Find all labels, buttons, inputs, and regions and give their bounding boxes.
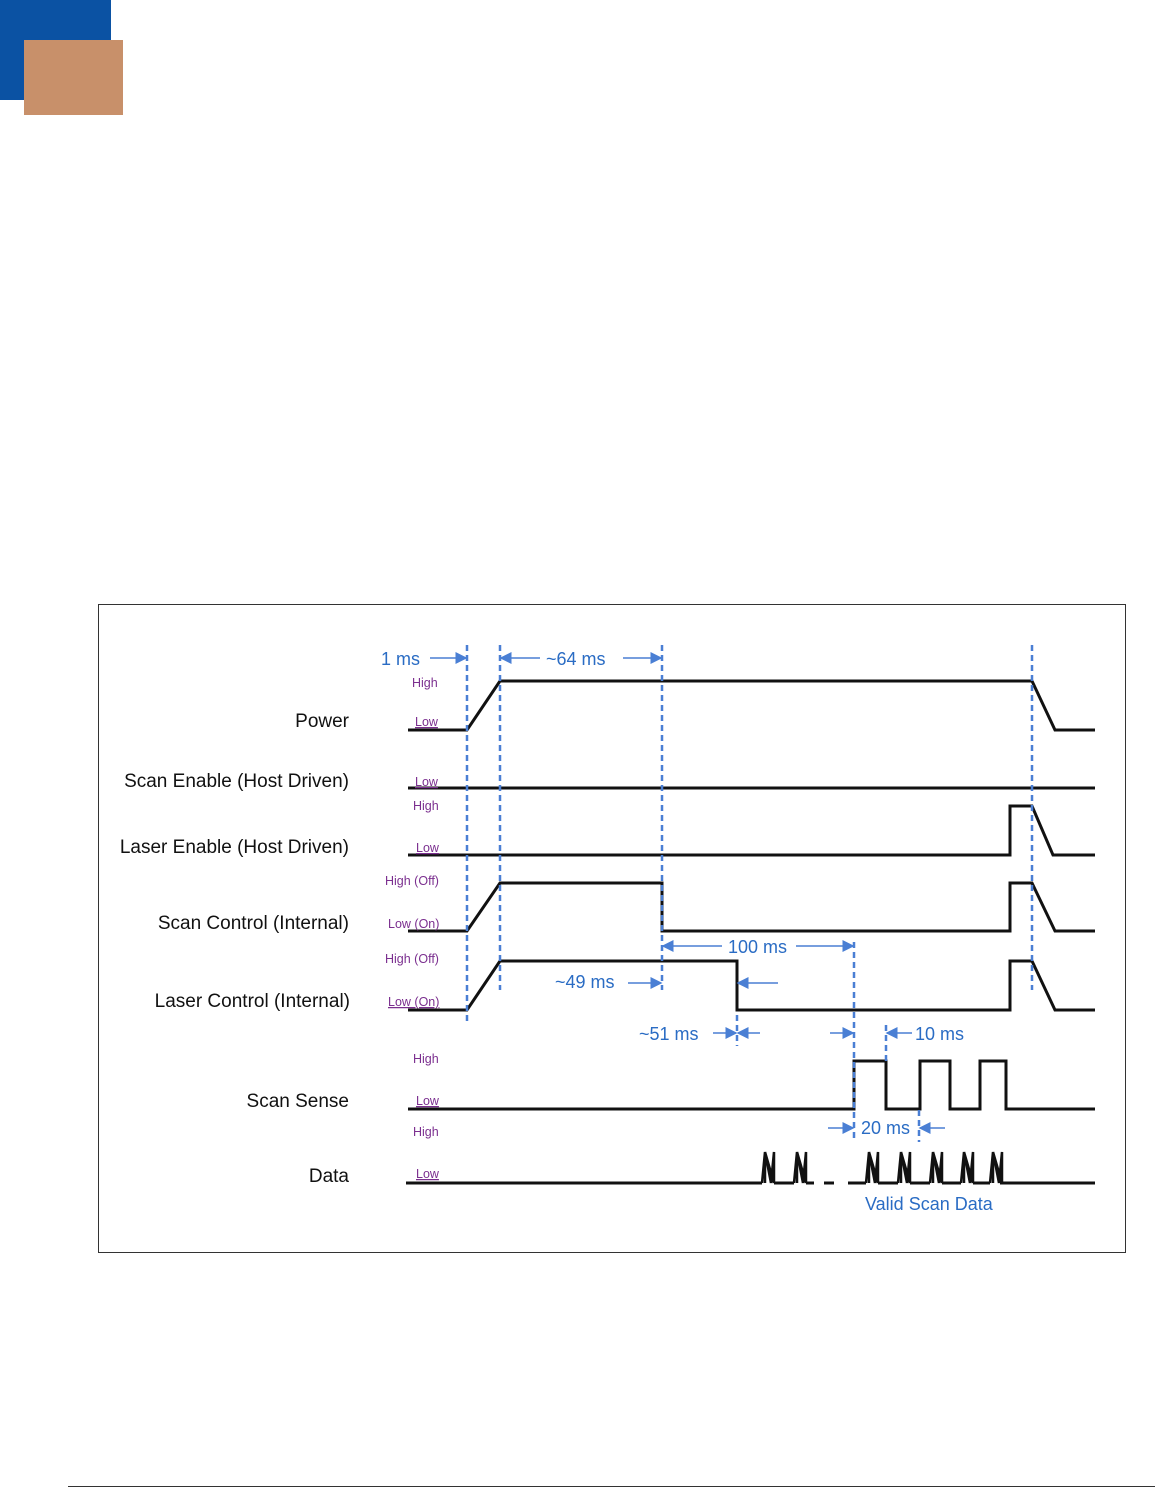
level-label: High (412, 676, 438, 690)
signal-laser-control: Laser Control (Internal) (155, 991, 350, 1012)
timing-51ms: ~51 ms (639, 1024, 699, 1044)
level-label: Low (416, 841, 440, 855)
signal-scan-enable: Scan Enable (Host Driven) (124, 771, 349, 792)
level-label: Low (415, 715, 439, 729)
timing-20ms: 20 ms (861, 1118, 910, 1138)
waveform-scan-sense (408, 1059, 1095, 1111)
data-transition-mark (896, 1151, 912, 1184)
signal-scan-sense: Scan Sense (247, 1091, 349, 1112)
timing-64ms: ~64 ms (546, 649, 606, 669)
timing-100ms: 100 ms (728, 937, 787, 957)
diagram-frame (98, 604, 1126, 1253)
timing-1ms: 1 ms (381, 649, 420, 669)
waveform-power (408, 679, 1095, 732)
level-label: Low (416, 1094, 440, 1108)
signal-power: Power (295, 711, 350, 732)
waveform-scan-control (408, 881, 1095, 933)
footer-rule (68, 1486, 1155, 1487)
level-label: Low (416, 1167, 440, 1181)
chapter-tab-tan (24, 40, 123, 115)
level-label: High (Off) (385, 952, 439, 966)
level-label: High (Off) (385, 874, 439, 888)
waveform-laser-control (408, 959, 1095, 1012)
level-label: High (413, 1125, 439, 1139)
level-label: High (413, 799, 439, 813)
timing-10ms: 10 ms (915, 1024, 964, 1044)
data-transition-mark (928, 1151, 944, 1184)
level-label: Low (415, 775, 439, 789)
waveform-laser-enable (408, 804, 1095, 857)
timing-49ms: ~49 ms (555, 972, 615, 992)
level-label: Low (On) (388, 917, 439, 931)
level-label: High (413, 1052, 439, 1066)
signal-laser-enable: Laser Enable (Host Driven) (120, 837, 349, 858)
data-transition-mark (988, 1151, 1004, 1184)
data-transition-mark (760, 1151, 776, 1184)
level-label: Low (On) (388, 995, 439, 1009)
valid-scan-data-label: Valid Scan Data (865, 1194, 994, 1214)
data-transition-mark (959, 1151, 975, 1184)
data-transition-mark (864, 1151, 880, 1184)
data-transition-mark (792, 1151, 808, 1184)
signal-scan-control: Scan Control (Internal) (158, 913, 349, 934)
signal-data: Data (309, 1166, 350, 1187)
